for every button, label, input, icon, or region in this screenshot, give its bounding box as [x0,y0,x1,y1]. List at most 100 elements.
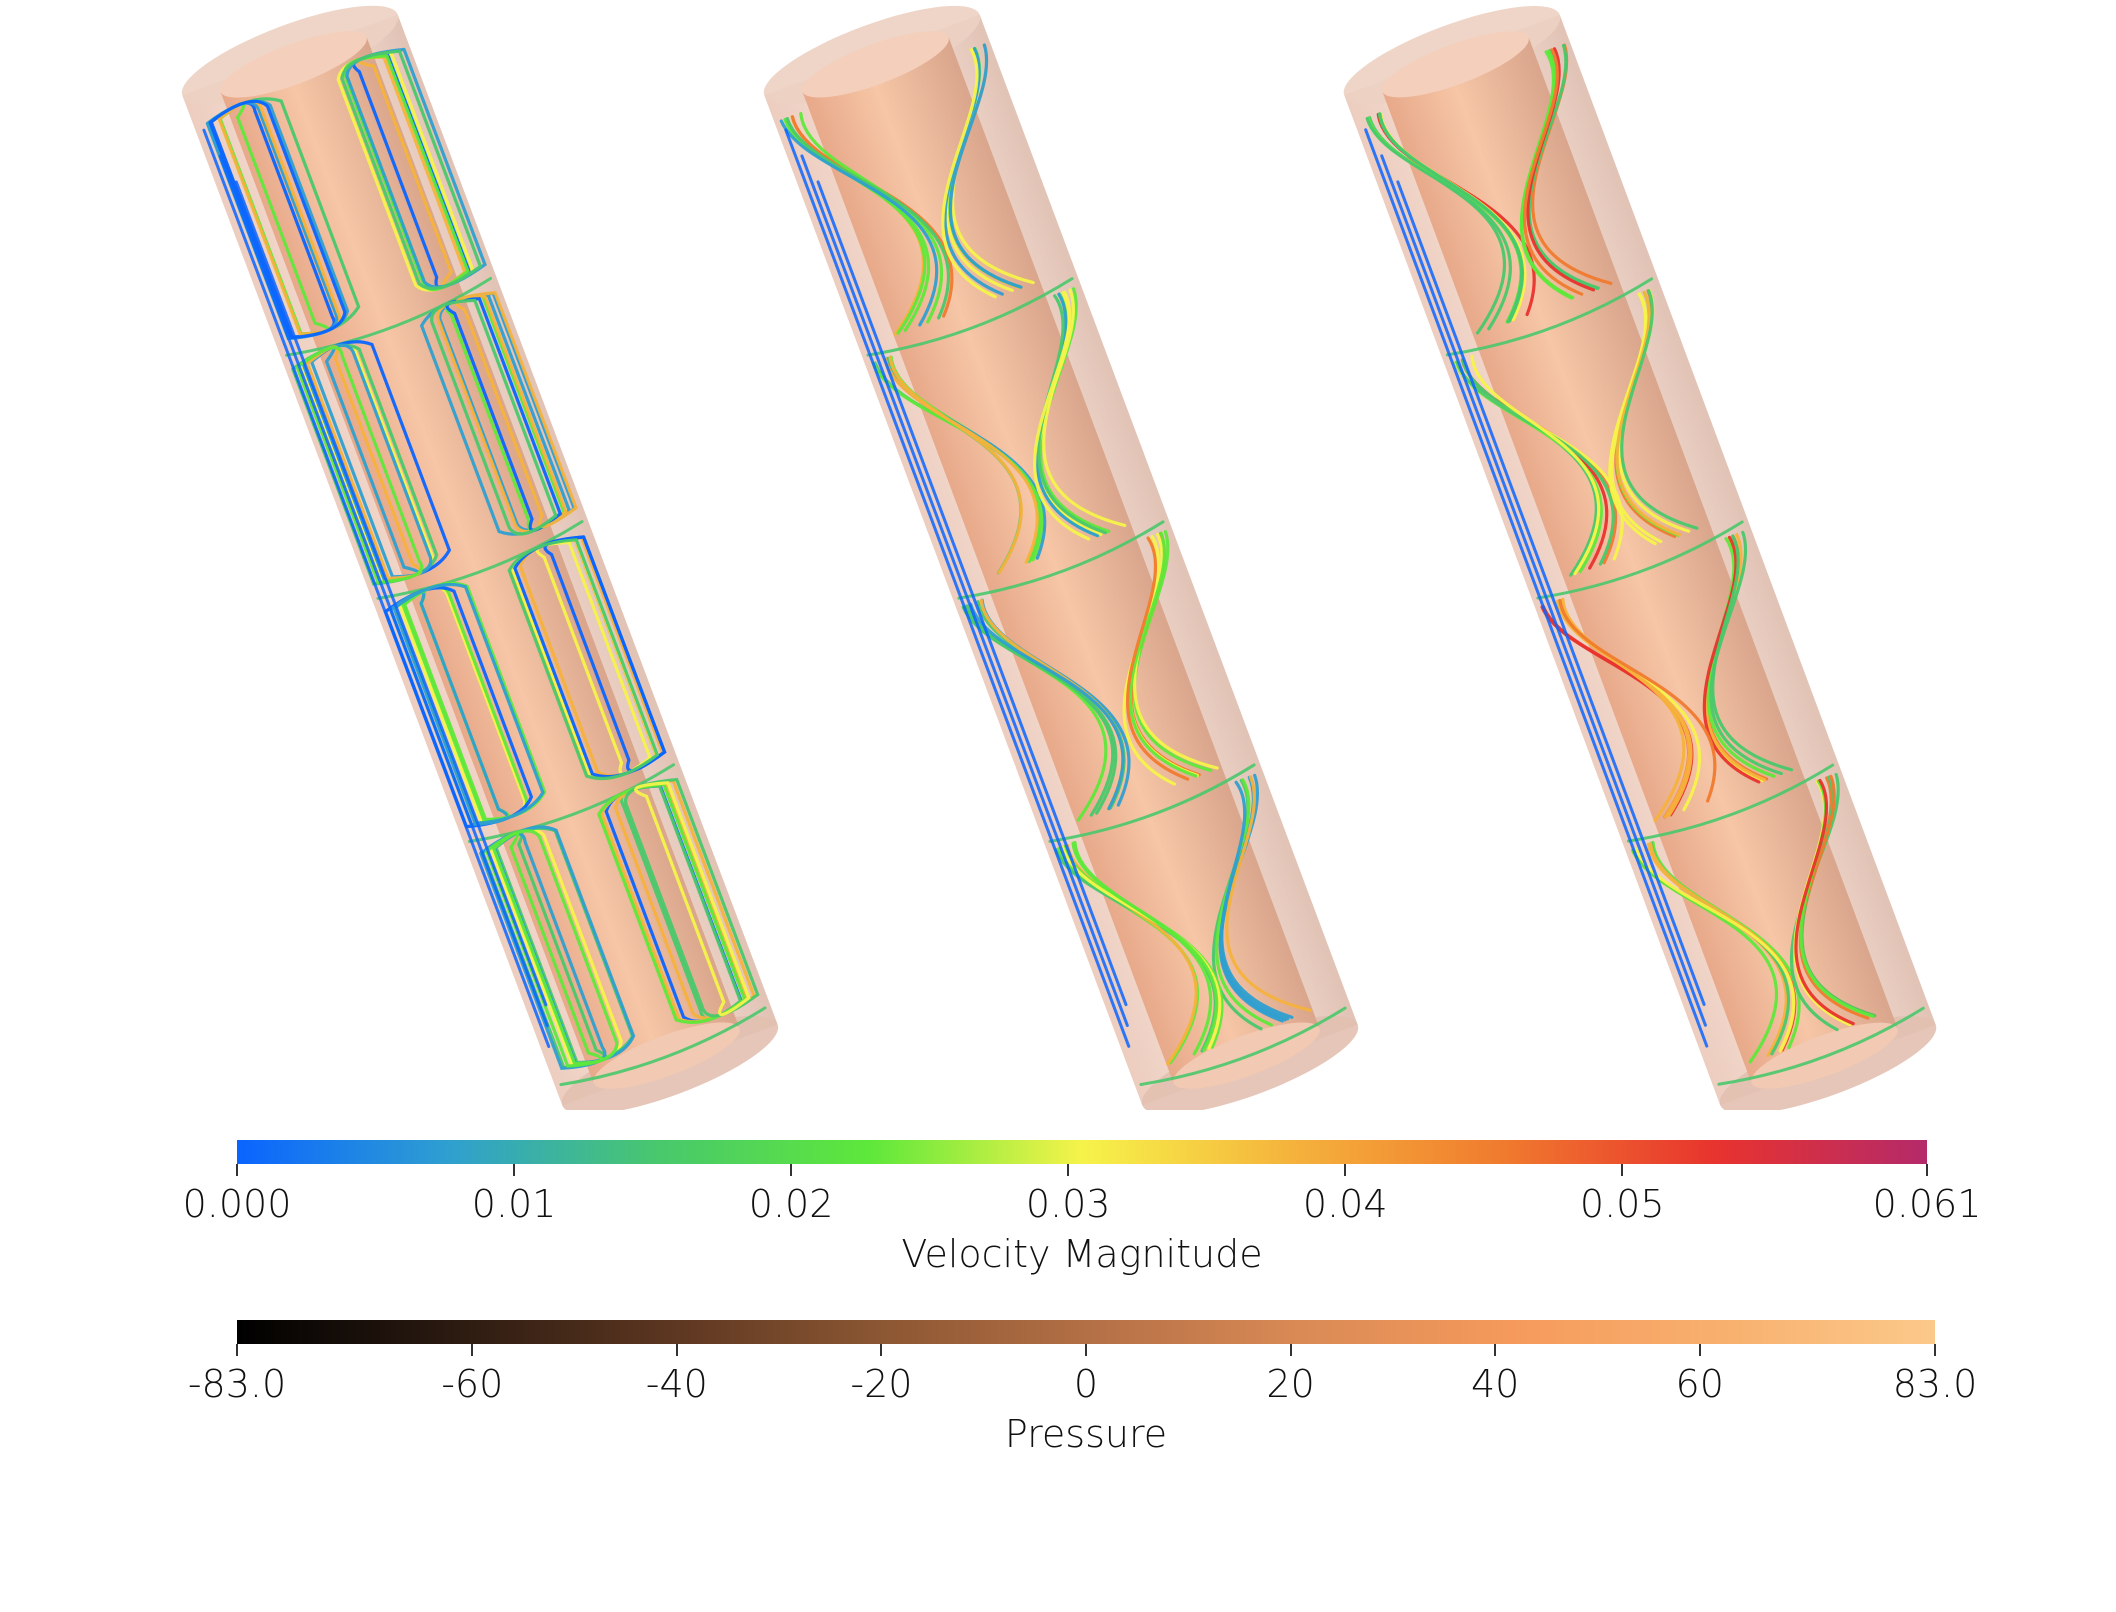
velocity-tick-label: 0.03 [1025,1182,1111,1226]
velocity-colorbar-title: Velocity Magnitude [901,1232,1263,1276]
cylinder-panel-3 [1343,6,1937,1110]
streamline [1717,1006,1925,1086]
streamline [1396,180,1706,1006]
streamline [1377,112,1525,323]
streamline [1709,530,1783,776]
pressure-tick-label: 0 [1073,1362,1099,1406]
streamline [1558,598,1717,803]
inner-core-cap [1382,31,1529,98]
streamline [492,831,604,1066]
pressure-tick-label: 60 [1675,1362,1724,1406]
streamline [467,763,675,844]
streamline [340,49,483,291]
streamline [1139,1006,1347,1086]
streamline [866,277,1074,357]
streamline [785,117,950,320]
streamline [961,605,1118,815]
pressure-tick-label: -60 [441,1362,504,1406]
streamline [559,1006,767,1087]
pressure-tick-label: 20 [1266,1362,1315,1406]
streamline [1522,48,1584,296]
pressure-tick-mark [471,1344,474,1356]
streamline [1702,535,1761,784]
streamline [784,128,1131,1048]
velocity-tick-label: 0.04 [1302,1182,1388,1226]
pressure-tick-mark [1494,1344,1497,1356]
velocity-tick-label: 0.000 [182,1182,292,1226]
streamline [1048,763,1256,843]
inner-core [1382,37,1898,1083]
inner-core-cap [802,31,949,98]
streamline [1608,292,1657,546]
streamline [392,582,545,826]
streamline [1380,154,1707,1027]
streamline [1215,778,1273,1027]
streamline [208,99,347,340]
streamlines [202,47,767,1087]
pressure-tick-mark [236,1344,238,1356]
streamline [234,180,548,1007]
streamline [1071,841,1219,1052]
velocity-tick-mark [1344,1164,1347,1176]
velocity-tick-label: 0.05 [1579,1182,1665,1226]
velocity-color-bar [237,1140,1927,1164]
streamline [1445,277,1654,357]
pressure-colorbar-title: Pressure [1004,1412,1168,1456]
streamline [779,119,939,327]
streamline [507,538,660,781]
streamline [1033,290,1091,541]
streamline [1520,50,1575,300]
streamline [1536,520,1744,600]
streamline [883,357,1039,564]
streamlines [1364,43,1925,1086]
cylinder-panel-2 [763,5,1359,1110]
pressure-tick-mark [1085,1344,1087,1356]
pressure-tick-label: 83.0 [1892,1362,1978,1406]
pressure-tick-label: -20 [850,1362,913,1406]
streamline [1615,290,1681,537]
pressure-tick-label: 40 [1470,1362,1520,1406]
pressure-tick-mark [1289,1344,1292,1356]
streamline [1794,778,1855,1026]
pressure-tick-mark [675,1344,678,1356]
pressure-tick-label: -40 [645,1362,708,1406]
streamline [634,781,751,1017]
streamlines [779,43,1347,1086]
streamline [1225,775,1313,1012]
streamline [1620,289,1699,530]
streamline [285,276,493,357]
velocity-tick-mark [1621,1164,1624,1176]
streamline [202,128,551,1049]
streamline [218,154,549,1028]
streamline [888,355,1023,575]
streamline [1220,780,1294,1019]
velocity-tick-mark [236,1164,238,1176]
streamline [1630,848,1779,1064]
streamline [957,520,1165,600]
streamline [1365,116,1512,331]
streamline [816,180,1128,1007]
velocity-tick-mark [513,1164,516,1176]
velocity-tick-mark [1067,1164,1070,1176]
streamline [1626,763,1835,843]
streamline [1470,354,1601,576]
pressure-tick-mark [880,1344,883,1356]
streamline [948,43,1023,289]
streamline [376,520,584,600]
streamline [1364,128,1709,1048]
velocity-tick-mark [790,1164,793,1176]
streamline [295,346,424,584]
streamline-scene [181,5,1937,1110]
streamline [430,298,558,536]
pressure-tick-mark [1698,1344,1701,1356]
pressure-tick-mark [1934,1344,1936,1356]
streamline [1125,536,1190,781]
velocity-tick-label: 0.02 [748,1182,834,1226]
pressure-tick-label: -83.0 [187,1362,287,1406]
velocity-tick-label: 0.061 [1872,1182,1982,1226]
velocity-tick-mark [1926,1164,1928,1176]
velocity-tick-label: 0.01 [471,1182,557,1226]
streamline [455,291,578,529]
streamline [800,154,1129,1027]
streamline [941,48,997,299]
